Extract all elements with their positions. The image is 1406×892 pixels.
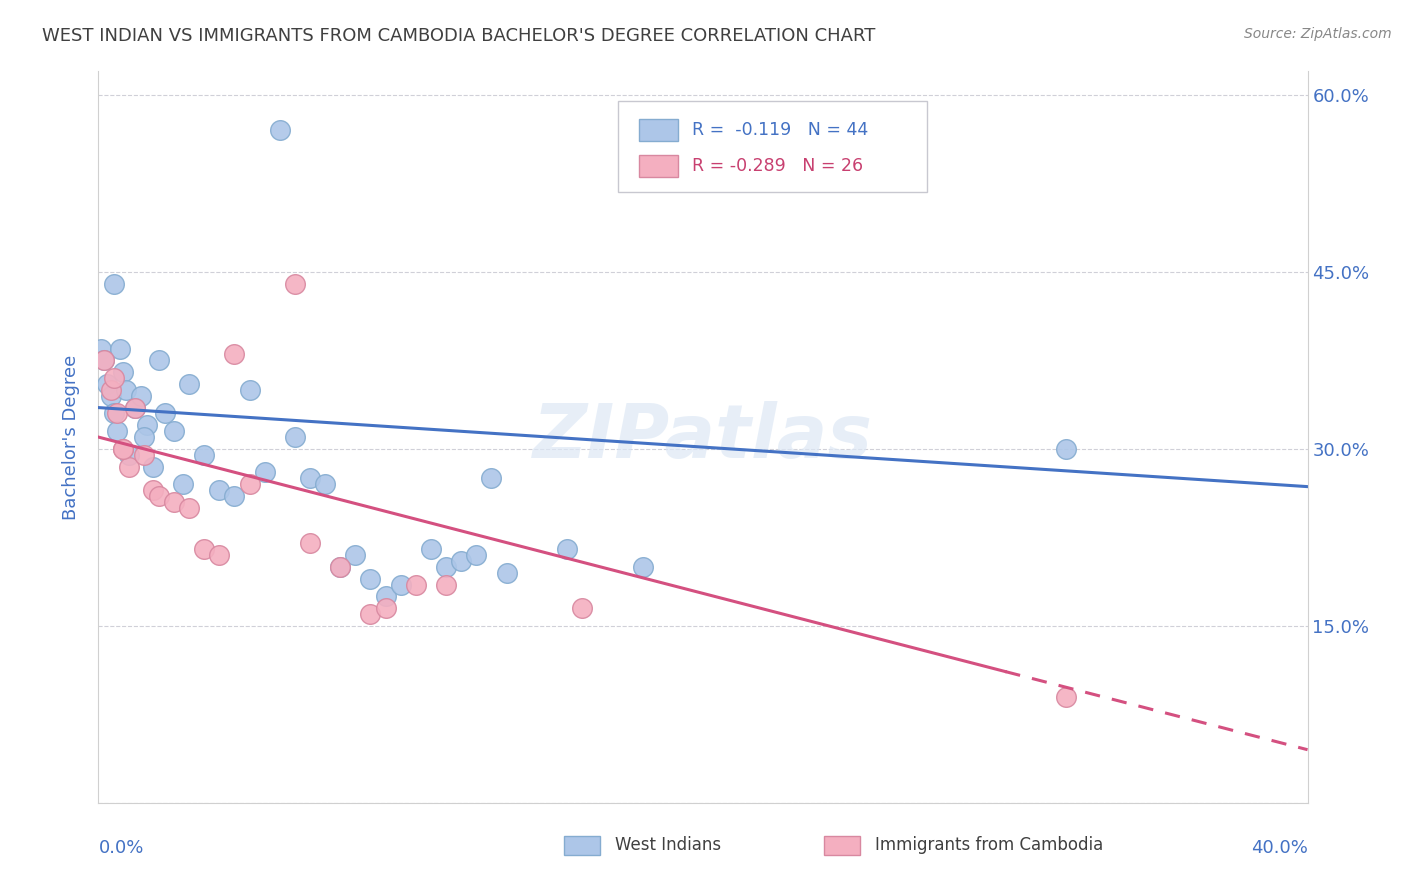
Point: [360, 607, 382, 621]
FancyBboxPatch shape: [619, 101, 927, 192]
Point: [555, 542, 578, 557]
Point: [132, 430, 155, 444]
Point: [329, 559, 352, 574]
Point: [153, 407, 176, 421]
Point: [124, 401, 146, 415]
Point: [405, 577, 427, 591]
Point: [96, 376, 118, 391]
Point: [224, 347, 246, 361]
Text: ZIPatlas: ZIPatlas: [533, 401, 873, 474]
Bar: [638, 155, 678, 178]
Point: [269, 123, 291, 137]
Point: [179, 500, 201, 515]
Text: 40.0%: 40.0%: [1251, 839, 1308, 857]
Text: West Indians: West Indians: [614, 836, 721, 855]
Point: [142, 459, 165, 474]
Y-axis label: Bachelor's Degree: Bachelor's Degree: [62, 354, 80, 520]
Point: [314, 477, 336, 491]
Point: [344, 548, 367, 562]
Point: [571, 601, 593, 615]
Point: [148, 489, 170, 503]
Point: [495, 566, 517, 580]
Point: [100, 389, 122, 403]
Point: [105, 407, 128, 421]
Point: [129, 389, 152, 403]
Point: [142, 483, 165, 498]
Point: [299, 471, 322, 485]
Point: [284, 277, 307, 291]
Point: [1054, 442, 1077, 456]
Point: [208, 483, 231, 498]
Point: [114, 383, 136, 397]
Point: [100, 383, 122, 397]
Point: [360, 572, 382, 586]
Point: [450, 554, 472, 568]
Point: [224, 489, 246, 503]
Point: [389, 577, 412, 591]
Point: [118, 459, 141, 474]
Point: [135, 418, 157, 433]
Text: R =  -0.119   N = 44: R = -0.119 N = 44: [692, 121, 869, 139]
Point: [93, 353, 115, 368]
Point: [239, 383, 262, 397]
Bar: [824, 836, 860, 855]
Text: WEST INDIAN VS IMMIGRANTS FROM CAMBODIA BACHELOR'S DEGREE CORRELATION CHART: WEST INDIAN VS IMMIGRANTS FROM CAMBODIA …: [42, 27, 876, 45]
Point: [208, 548, 231, 562]
Point: [118, 448, 141, 462]
Point: [631, 559, 654, 574]
Bar: [564, 836, 600, 855]
Point: [163, 495, 186, 509]
Point: [111, 442, 134, 456]
Point: [124, 401, 146, 415]
Point: [284, 430, 307, 444]
Point: [374, 590, 396, 604]
Point: [108, 342, 131, 356]
Point: [103, 407, 125, 421]
Point: [105, 424, 128, 438]
Point: [93, 353, 115, 368]
Point: [1054, 690, 1077, 704]
Point: [163, 424, 186, 438]
Point: [111, 365, 134, 379]
Point: [193, 542, 215, 557]
Point: [434, 577, 457, 591]
Text: Source: ZipAtlas.com: Source: ZipAtlas.com: [1244, 27, 1392, 41]
Bar: [638, 119, 678, 141]
Text: R = -0.289   N = 26: R = -0.289 N = 26: [692, 158, 863, 176]
Point: [90, 342, 112, 356]
Point: [111, 442, 134, 456]
Point: [103, 371, 125, 385]
Point: [193, 448, 215, 462]
Point: [253, 466, 276, 480]
Point: [172, 477, 194, 491]
Point: [374, 601, 396, 615]
Point: [465, 548, 488, 562]
Point: [132, 448, 155, 462]
Text: Immigrants from Cambodia: Immigrants from Cambodia: [875, 836, 1102, 855]
Point: [434, 559, 457, 574]
Point: [420, 542, 443, 557]
Point: [103, 277, 125, 291]
Text: 0.0%: 0.0%: [98, 839, 143, 857]
Point: [239, 477, 262, 491]
Point: [179, 376, 201, 391]
Point: [299, 536, 322, 550]
Point: [148, 353, 170, 368]
Point: [329, 559, 352, 574]
Point: [481, 471, 503, 485]
